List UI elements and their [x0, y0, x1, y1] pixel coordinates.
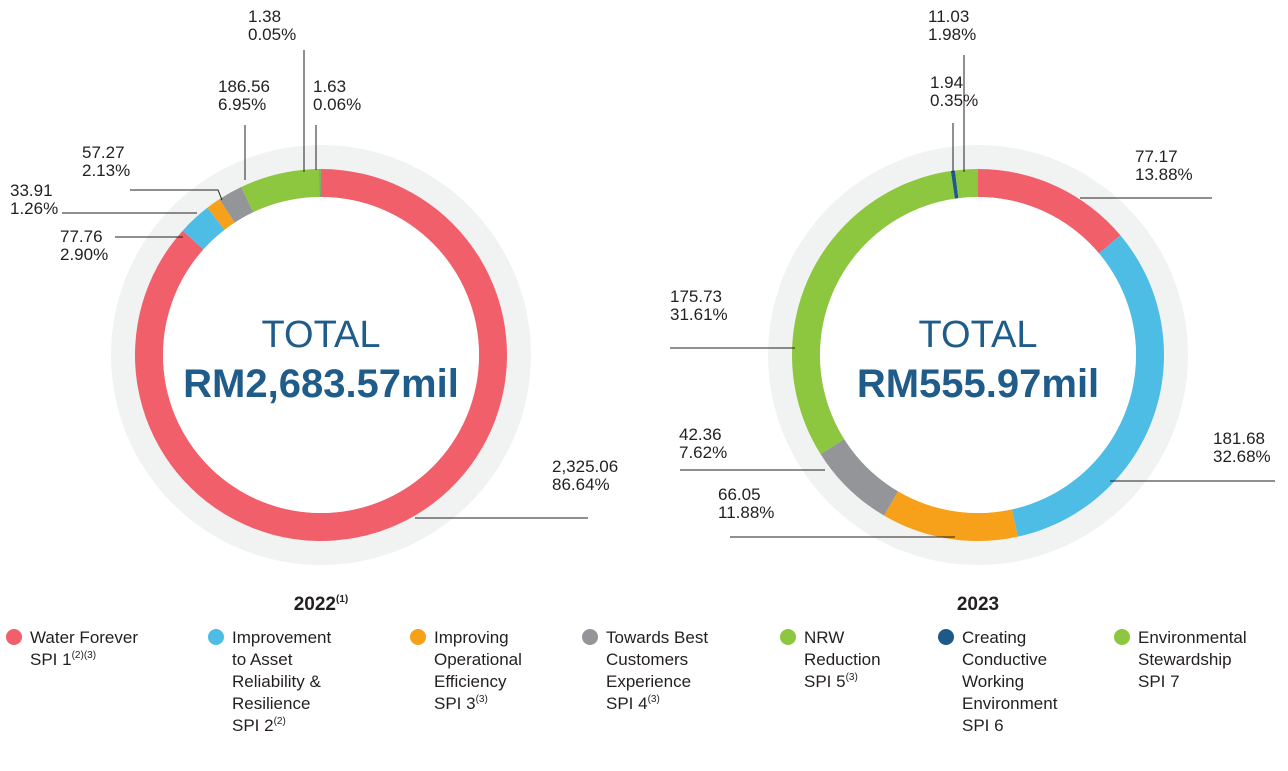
legend-swatch: [780, 629, 796, 645]
value-label: 186.56: [218, 77, 270, 96]
donut-segment: [1011, 235, 1164, 537]
donut-hole: [163, 197, 479, 513]
legend-spi-name: SPI 6: [962, 716, 1004, 735]
legend-text: Environment: [962, 694, 1058, 713]
legend-swatch: [6, 629, 22, 645]
chart-title: 2022(1): [294, 594, 349, 615]
legend-text: Experience: [606, 672, 691, 691]
donut-segment: [241, 169, 320, 213]
percent-label: 6.95%: [218, 95, 266, 114]
legend-spi: SPI 7: [1138, 672, 1180, 691]
legend-text: Water Forever: [30, 628, 138, 647]
donut-segment: [320, 169, 321, 198]
legend-text: Reduction: [804, 650, 881, 669]
percent-label: 11.88%: [718, 503, 774, 522]
percent-label: 0.06%: [313, 95, 361, 114]
donut-segment: [820, 439, 899, 516]
legend-text: Operational: [434, 650, 522, 669]
value-label: 66.05: [718, 485, 761, 504]
legend-text: Creating: [962, 628, 1026, 647]
legend-sup: (2)(3): [72, 650, 96, 661]
legend-sup: (3): [648, 694, 660, 705]
center-label: TOTAL: [262, 314, 381, 356]
legend-sup: (3): [476, 694, 488, 705]
title-year: 2022: [294, 594, 336, 615]
percent-label: 1.26%: [10, 199, 58, 218]
value-label: 77.17: [1135, 147, 1178, 166]
legend-text: Environmental: [1138, 628, 1247, 647]
legend-spi-name: SPI 1: [30, 650, 72, 669]
legend-text: Conductive: [962, 650, 1047, 669]
legend-swatch: [1114, 629, 1130, 645]
legend-spi-name: SPI 5: [804, 672, 846, 691]
legend-sup: (3): [846, 672, 858, 683]
legend-text: Reliability &: [232, 672, 321, 691]
percent-label: 31.61%: [670, 305, 728, 324]
title-year: 2023: [957, 594, 999, 615]
legend-spi-name: SPI 4: [606, 694, 648, 713]
legend-spi: SPI 3(3): [434, 694, 488, 713]
value-label: 181.68: [1213, 429, 1265, 448]
chart-title: 2023: [957, 594, 999, 615]
percent-label: 13.88%: [1135, 165, 1193, 184]
center-label: TOTAL: [919, 314, 1038, 356]
donut-segment: [883, 491, 1018, 541]
legend-text: Improving: [434, 628, 509, 647]
legend-text: Working: [962, 672, 1024, 691]
donut-segment: [182, 207, 225, 250]
legend-text: to Asset: [232, 650, 293, 669]
total-label: RM555.97mil: [857, 362, 1099, 406]
value-label: 11.03: [928, 7, 969, 26]
total-label: RM2,683.57mil: [183, 362, 459, 406]
legend-spi: SPI 2(2): [232, 716, 286, 735]
percent-label: 86.64%: [552, 475, 610, 494]
legend-text: Improvement: [232, 628, 331, 647]
leader-line: [130, 189, 223, 201]
donut-segment: [978, 169, 1121, 254]
value-label: 1.94: [930, 73, 963, 92]
legend-text: Resilience: [232, 694, 310, 713]
value-label: 175.73: [670, 287, 722, 306]
donut-segment: [954, 169, 978, 199]
value-label: 57.27: [82, 143, 125, 162]
percent-label: 0.35%: [930, 91, 978, 110]
legend-swatch: [582, 629, 598, 645]
value-label: 1.38: [248, 7, 281, 26]
legend-text: Stewardship: [1138, 650, 1232, 669]
donut-segment: [792, 170, 955, 455]
percent-label: 2.13%: [82, 161, 130, 180]
value-label: 42.36: [679, 425, 722, 444]
legend-text: Customers: [606, 650, 688, 669]
legend-spi: SPI 4(3): [606, 694, 660, 713]
title-sup: (1): [336, 594, 348, 605]
donut-hole: [820, 197, 1136, 513]
legend-spi: SPI 5(3): [804, 672, 858, 691]
value-label: 2,325.06: [552, 457, 618, 476]
percent-label: 32.68%: [1213, 447, 1271, 466]
legend-spi: SPI 6: [962, 716, 1004, 735]
donut-segment: [319, 169, 321, 198]
legend-spi-name: SPI 7: [1138, 672, 1180, 691]
donut-segment: [950, 170, 959, 199]
legend-swatch: [938, 629, 954, 645]
legend-spi-name: SPI 3: [434, 694, 476, 713]
percent-label: 2.90%: [60, 245, 108, 264]
percent-label: 1.98%: [928, 25, 976, 44]
percent-label: 0.05%: [248, 25, 296, 44]
legend-text: Towards Best: [606, 628, 708, 647]
value-label: 33.91: [10, 181, 53, 200]
legend-spi: SPI 1(2)(3): [30, 650, 96, 669]
percent-label: 7.62%: [679, 443, 727, 462]
donut-segment: [219, 187, 254, 223]
legend-spi-name: SPI 2: [232, 716, 274, 735]
value-label: 1.63: [313, 77, 346, 96]
legend-text: NRW: [804, 628, 844, 647]
legend-swatch: [410, 629, 426, 645]
legend-sup: (2): [274, 716, 286, 727]
value-label: 77.76: [60, 227, 103, 246]
donut-segment: [207, 199, 235, 230]
legend-swatch: [208, 629, 224, 645]
legend-text: Efficiency: [434, 672, 507, 691]
